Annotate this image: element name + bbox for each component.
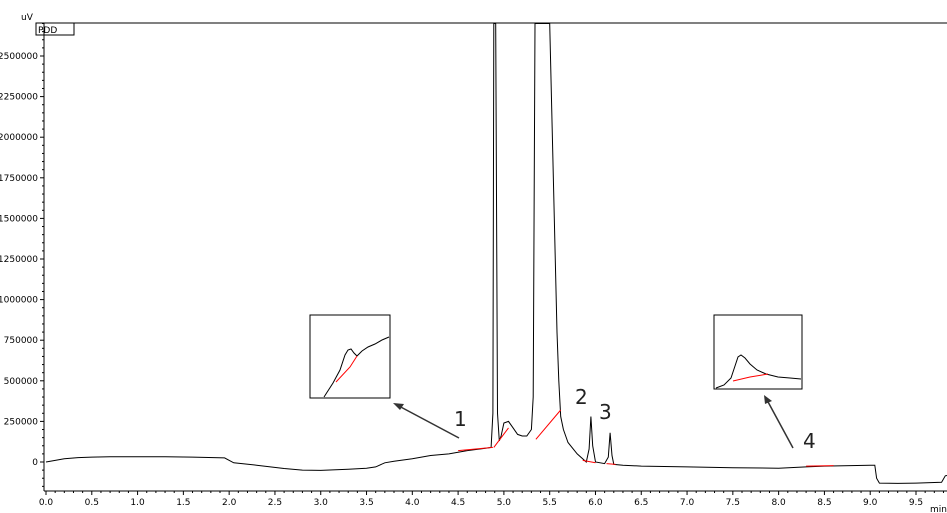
x-tick-label: 0.5 [85,498,99,508]
x-axis-ticks: 0.0 0.5 1.0 1.5 2.0 2.5 3.0 3.5 4.0 4.5 5.0 5.5 6.0 6… [39,491,944,508]
zoom-inset-4 [713,314,803,390]
zoom-inset-1-frame [309,314,391,399]
x-tick-label: 1.0 [130,498,145,508]
y-tick-label: 0 [32,458,38,468]
y-tick-label: 750000 [4,336,39,346]
chromatogram-trace [45,23,947,484]
baseline-segment [582,459,596,464]
trace-line [45,23,947,484]
x-tick-label: 1.5 [176,498,190,508]
x-tick-label: 7.0 [680,498,695,508]
zoom-inset-1 [309,314,391,399]
peak-label-3: 3 [599,400,612,424]
x-tick-label: 8.5 [817,498,831,508]
detector-label: PDD [38,26,57,36]
x-axis-unit: min [930,505,947,513]
y-tick-label: 1250000 [0,255,38,265]
baseline-segment [493,427,509,448]
peak-label-4: 4 [803,429,816,453]
x-tick-label: 3.5 [359,498,373,508]
x-tick-label: 7.5 [726,498,740,508]
zoom-inset-4-baseline [732,373,769,382]
x-tick-label: 8.0 [771,498,786,508]
y-tick-label: 2250000 [0,93,38,103]
x-tick-label: 9.0 [863,498,878,508]
y-tick-label: 250000 [4,417,39,427]
peak-label-2: 2 [575,385,588,409]
zoom-inset-1-trace [323,336,390,398]
x-tick-label: 2.0 [222,498,237,508]
x-tick-label: 2.5 [268,498,282,508]
y-tick-label: 500000 [4,377,39,387]
x-tick-label: 4.5 [451,498,465,508]
y-tick-label: 1500000 [0,214,38,224]
baseline-segment [458,446,493,452]
y-tick-label: 2500000 [0,52,38,62]
baseline-segment [606,463,616,465]
zoom-inset-4-trace [715,354,802,389]
y-axis-unit: uV [21,13,34,23]
y-tick-label: 1000000 [0,296,38,306]
x-tick-label: 3.0 [314,498,329,508]
peak-label-1: 1 [454,407,467,431]
x-tick-label: 4.0 [405,498,420,508]
inset-4-arrowhead [764,395,772,404]
x-tick-label: 6.5 [634,498,648,508]
y-tick-label: 2000000 [0,133,38,143]
y-axis-ticks: 2500000225000020000001750000150000012500… [0,23,44,487]
detector-label-box [35,22,75,36]
zoom-inset-1-baseline [335,355,358,383]
inset-1-arrowhead [393,403,404,410]
x-tick-label: 0.0 [39,498,54,508]
x-tick-label: 9.5 [909,498,923,508]
axes [43,22,947,492]
baseline-segment [535,409,562,440]
y-tick-label: 1750000 [0,174,38,184]
x-tick-label: 5.0 [497,498,512,508]
integration-baselines [458,409,834,467]
inset-1-arrow [396,404,460,439]
inset-4-arrow [766,399,794,449]
x-tick-label: 5.5 [543,498,557,508]
x-tick-label: 6.0 [588,498,603,508]
zoom-inset-4-frame [713,314,803,390]
baseline-segment [806,465,834,467]
